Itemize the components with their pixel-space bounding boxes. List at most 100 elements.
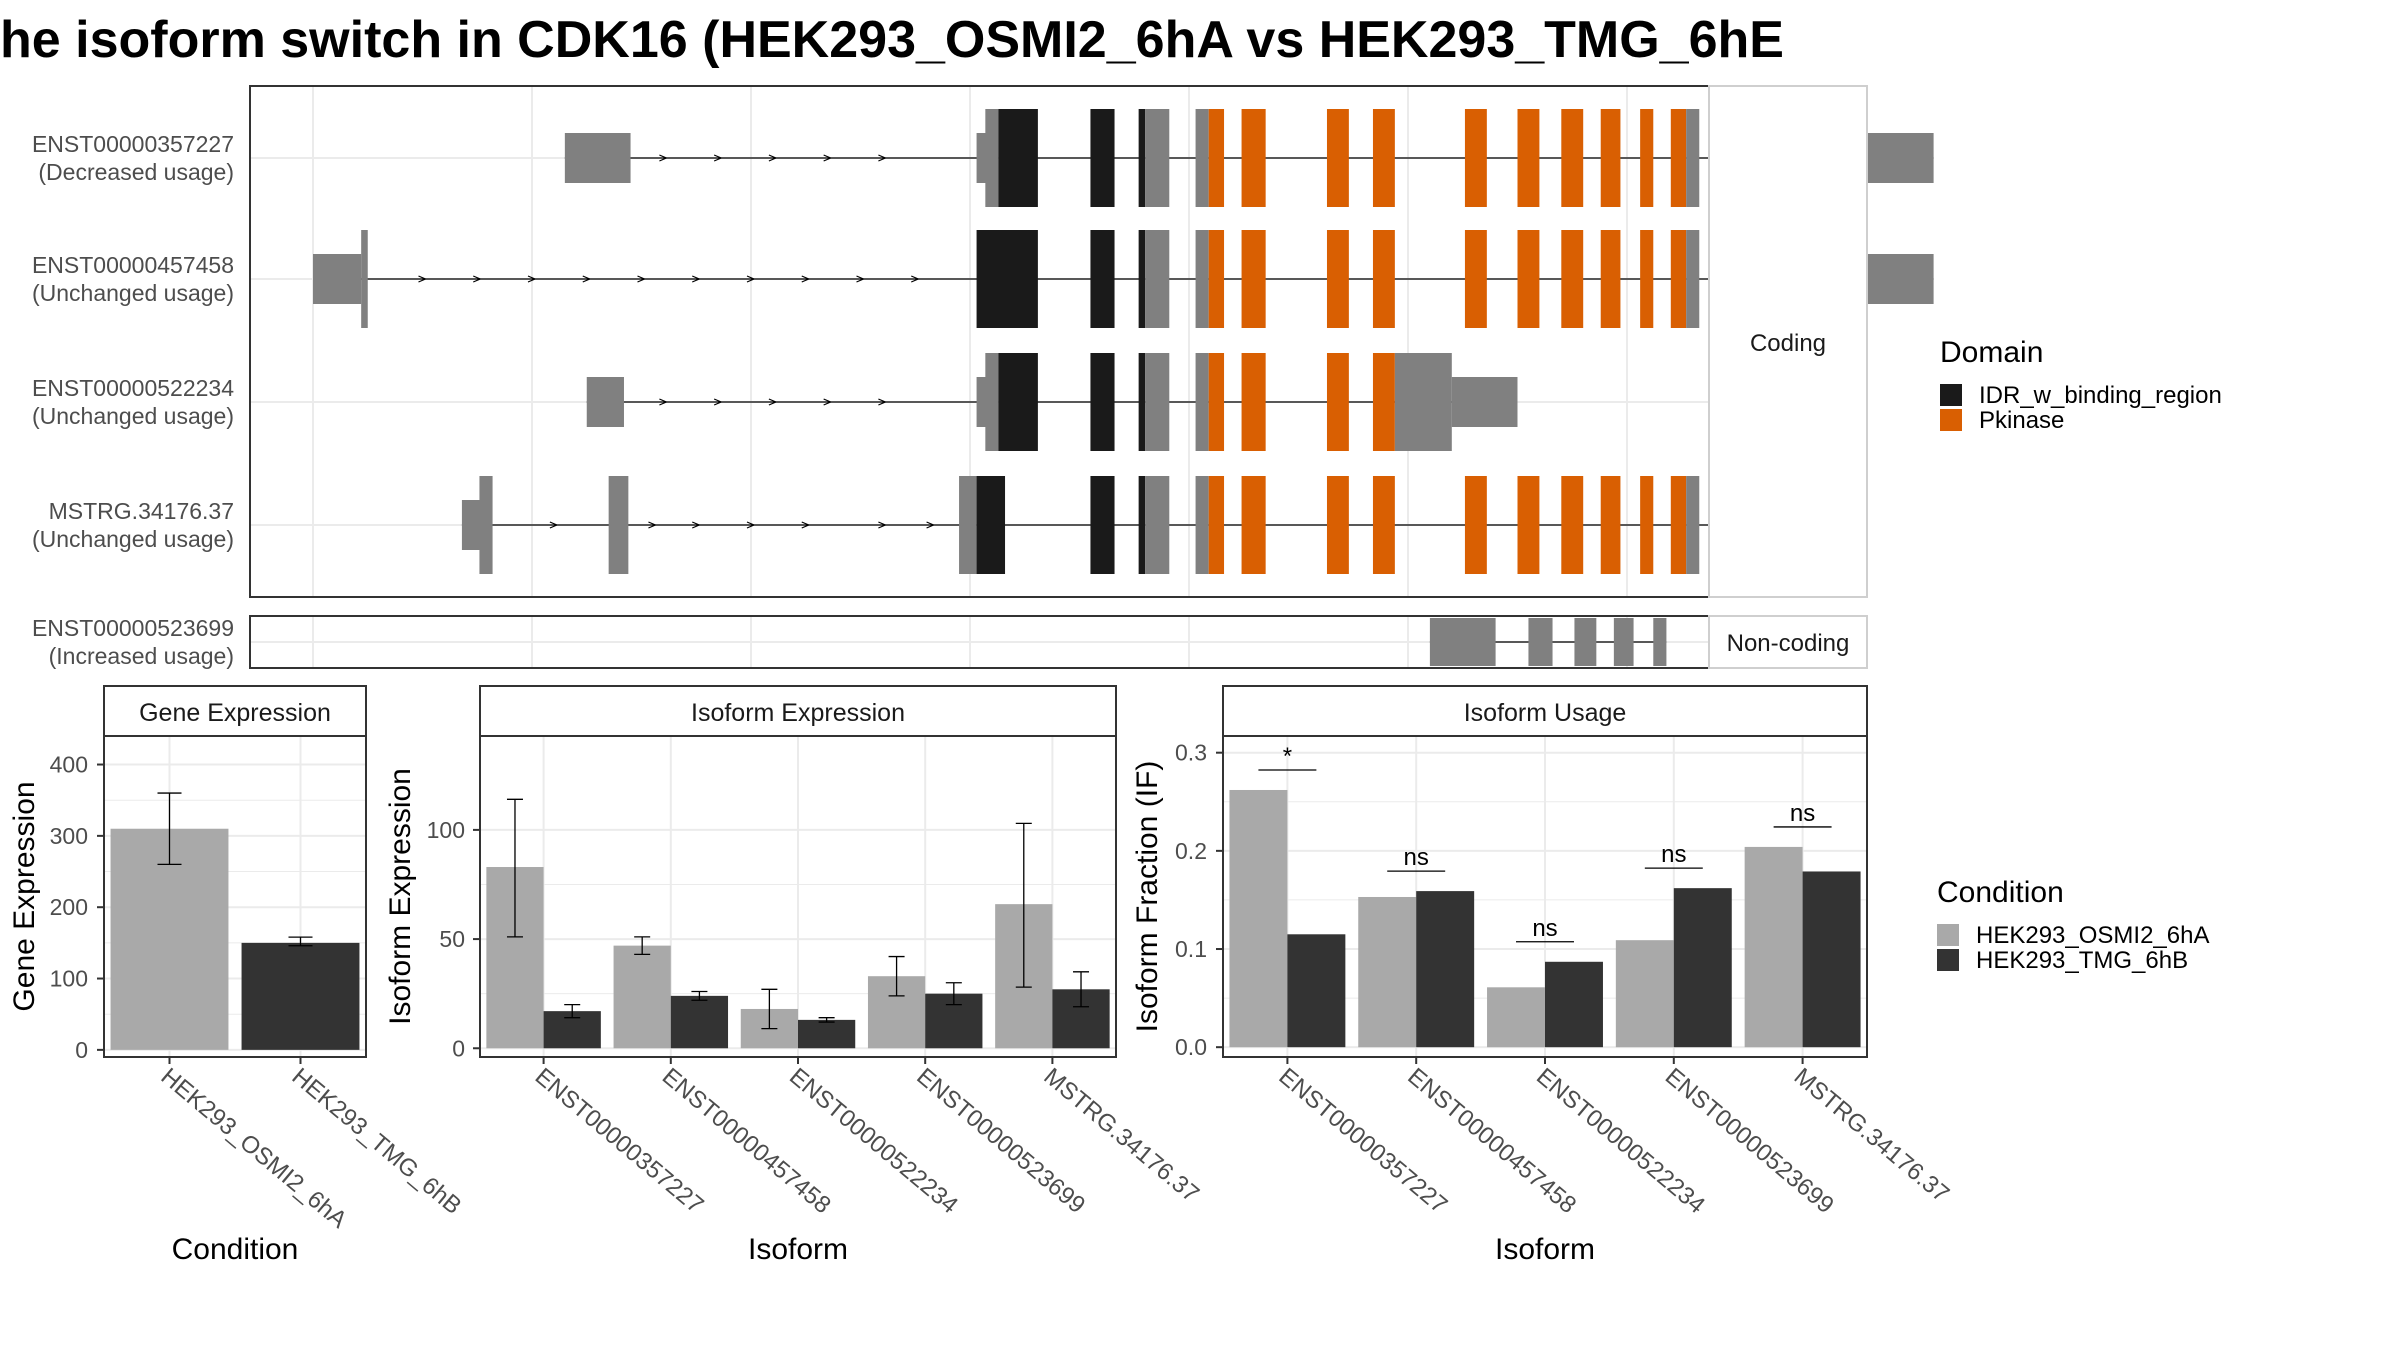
bar-cond-b (1673, 888, 1732, 1048)
idr-domain-segment (998, 109, 1038, 207)
exon-segment (461, 500, 482, 550)
strand-arrow (823, 398, 833, 406)
y-tick-label: 300 (50, 823, 88, 849)
strand-arrow (856, 275, 866, 283)
transcript-id-label: ENST00000523699 (32, 615, 234, 641)
idr-domain-segment (976, 476, 1006, 574)
exon-segment (1528, 618, 1553, 666)
strand-arrow (768, 398, 778, 406)
condition-legend-label: HEK293_OSMI2_6hA (1976, 922, 2209, 949)
strand-arrow (713, 154, 723, 162)
bar-cond-a (1358, 896, 1417, 1048)
strand-arrow (823, 154, 833, 162)
transcript-usage-label: (Unchanged usage) (32, 280, 234, 306)
idr-domain-segment (1138, 109, 1146, 207)
condition-legend-key (1937, 949, 1959, 971)
y-axis-title: Isoform Expression (384, 768, 417, 1025)
bar-cond-b (670, 995, 729, 1049)
exon-segment (608, 476, 629, 574)
chart-title: Isoform Expression (691, 699, 905, 727)
exon-segment (1686, 476, 1700, 574)
pkinase-domain-segment (1372, 109, 1395, 207)
pkinase-domain-segment (1464, 109, 1487, 207)
strand-arrow (878, 154, 887, 162)
exon-segment (1613, 618, 1634, 666)
chart-title: Gene Expression (139, 699, 331, 727)
facet-strip-noncoding (1708, 615, 1868, 669)
strand-arrow (801, 521, 811, 529)
chart-3: Isoform Usage*nsnsnsns0.00.10.20.3ENST00… (1131, 685, 1954, 1266)
pkinase-domain-segment (1600, 230, 1621, 328)
exon-segment (361, 230, 368, 328)
chart-title: Isoform Usage (1464, 699, 1627, 727)
bar-cond-a (1615, 940, 1674, 1048)
idr-domain-segment (1090, 230, 1115, 328)
pkinase-domain-segment (1326, 230, 1349, 328)
y-tick-label: 0.1 (1175, 936, 1207, 962)
pkinase-domain-segment (1241, 230, 1266, 328)
y-axis-title: Gene Expression (8, 781, 41, 1011)
y-tick-label: 0.3 (1175, 740, 1207, 766)
exon-segment (1451, 377, 1518, 427)
pkinase-domain-segment (1208, 230, 1225, 328)
idr-domain-segment (1090, 353, 1115, 451)
domain-legend-label: IDR_w_binding_region (1979, 382, 2222, 409)
exon-segment (1195, 476, 1209, 574)
pkinase-domain-segment (1517, 476, 1540, 574)
strand-arrow (878, 398, 887, 406)
pkinase-domain-segment (1670, 109, 1687, 207)
pkinase-domain-segment (1208, 476, 1225, 574)
strand-arrow (549, 521, 559, 529)
condition-legend-label: HEK293_TMG_6hB (1976, 947, 2188, 974)
bar-cond-a (1229, 789, 1288, 1048)
chart-2: Isoform Expression050100ENST00000357227E… (384, 685, 1204, 1266)
strand-arrow (582, 275, 592, 283)
transcript-id-label: ENST00000357227 (32, 131, 234, 157)
exon-segment (985, 109, 999, 207)
transcript-ENST00000523699 (1429, 618, 1667, 666)
exon-segment (976, 377, 988, 427)
pkinase-domain-segment (1326, 476, 1349, 574)
y-tick-label: 200 (50, 894, 88, 920)
pkinase-domain-segment (1241, 353, 1266, 451)
strand-arrow (768, 154, 778, 162)
exon-segment (313, 254, 362, 304)
transcript-id-label: ENST00000457458 (32, 252, 234, 278)
pkinase-domain-segment (1640, 109, 1654, 207)
pkinase-domain-segment (1600, 476, 1621, 574)
exon-segment (985, 353, 999, 451)
pkinase-domain-segment (1561, 109, 1584, 207)
y-tick-label: 100 (427, 817, 465, 843)
bar-charts-area: Gene Expression0100200300400HEK293_OSMI2… (8, 685, 1954, 1266)
strand-arrow (637, 275, 647, 283)
exon-segment (1195, 109, 1209, 207)
exon-segment (1145, 109, 1170, 207)
pkinase-domain-segment (1208, 353, 1225, 451)
exon-segment (479, 476, 493, 574)
facet-label-coding: Coding (1750, 330, 1826, 357)
exon-segment (1145, 353, 1170, 451)
pkinase-domain-segment (1600, 109, 1621, 207)
figure-title: he isoform switch in CDK16 (HEK293_OSMI2… (0, 11, 1784, 69)
bar-cond-b (1416, 891, 1475, 1048)
pkinase-domain-segment (1241, 109, 1266, 207)
pkinase-domain-segment (1326, 353, 1349, 451)
idr-domain-segment (976, 230, 1038, 328)
bar-cond-b (1287, 934, 1346, 1048)
significance-label: ns (1790, 800, 1815, 827)
strand-arrow (801, 275, 811, 283)
condition-legend-key (1937, 924, 1959, 946)
transcript-usage-label: (Increased usage) (49, 643, 234, 669)
pkinase-domain-segment (1326, 109, 1349, 207)
exon-segment (1653, 618, 1667, 666)
strand-arrow (911, 275, 920, 283)
y-tick-label: 0.0 (1175, 1034, 1207, 1060)
chart-strip (103, 685, 367, 737)
strand-arrow (418, 275, 428, 283)
idr-domain-segment (1138, 230, 1146, 328)
bar-cond-a (1744, 846, 1803, 1048)
strand-arrow (692, 521, 701, 529)
transcript-usage-label: (Unchanged usage) (32, 403, 234, 429)
